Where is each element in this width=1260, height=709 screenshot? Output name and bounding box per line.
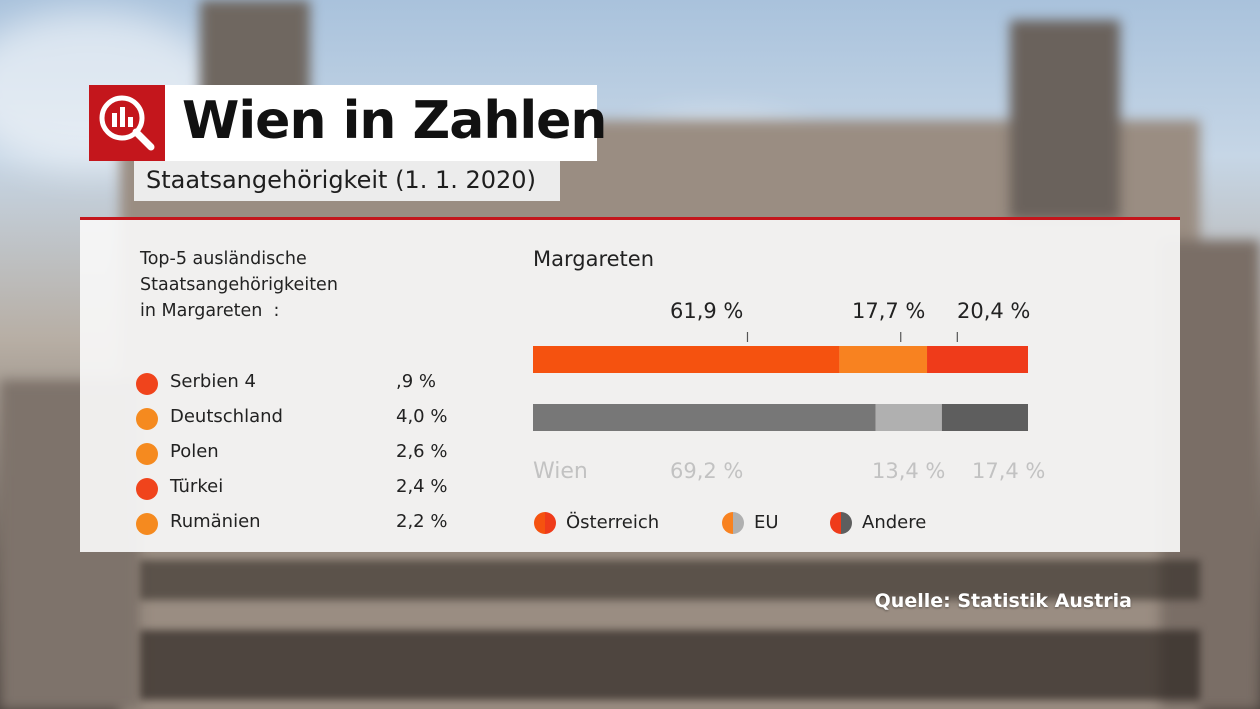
value-label: 69,2 % [670,459,743,483]
bullet-dot-icon [136,408,158,430]
chart-magnifier-icon [99,95,155,151]
legend-label: Andere [862,512,927,533]
chart-title: Margareten [533,247,654,271]
value-label: 13,4 % [872,459,945,483]
top5-heading: Top-5 ausländische Staatsangehörigkeiten… [140,249,338,321]
stacked-bar-chart: Margareten 61,9 % 17,7 % 20,4 % 69,2 % 13,4 %… [533,247,1045,484]
bar-segment-andere-margareten [927,346,1028,373]
bullet-dot-icon [136,373,158,395]
bullet-dot-icon [136,478,158,500]
top5-item-value: 2,6 % [396,441,448,462]
bullet-dot-icon [136,443,158,465]
page-subtitle: Staatsangehörigkeit (1. 1. 2020) [146,166,536,194]
legend-label: Österreich [566,512,660,533]
top5-item-value: 2,4 % [396,476,448,497]
category-label-wien: Wien [533,459,588,484]
logo-badge [89,85,165,161]
top5-item: Serbien 4 ,9 % [136,370,436,396]
top5-item-name: Polen [170,441,219,462]
top5-item-value: 2,2 % [396,511,448,532]
legend-swatch-icon [722,512,744,534]
bar-segment-österreich-wien [533,404,876,431]
top5-item: Polen 2,6 % [136,440,447,466]
bar-segment-eu-wien [875,404,942,431]
legend-swatch-icon [830,512,852,534]
top5-item-name: Rumänien [170,511,261,532]
source-credit: Quelle: Statistik Austria [874,590,1132,612]
bar-segment-österreich-margareten [533,346,840,373]
legend-swatch-icon [534,512,556,534]
top5-item-value: ,9 % [396,371,436,392]
top5-item: Deutschland 4,0 % [136,405,447,431]
bar-segment-eu-margareten [839,346,928,373]
top5-item-name: Türkei [170,476,224,497]
legend-label: EU [754,512,779,533]
info-panel: Top-5 ausländische Staatsangehörigkeiten… [80,220,1180,552]
top5-item-value: 4,0 % [396,406,448,427]
value-label: 17,4 % [972,459,1045,483]
bullet-dot-icon [136,513,158,535]
top5-item-name: Deutschland [170,406,283,427]
top5-item-name: Serbien 4 [170,371,256,392]
header-divider [80,217,1180,220]
bar-segment-andere-wien [941,404,1028,431]
top5-item: Türkei 2,4 % [136,475,447,501]
value-label: 17,7 % [852,299,925,323]
title-banner: Wien in Zahlen [165,85,607,161]
page-title: Wien in Zahlen [182,91,607,151]
value-label: 20,4 % [957,299,1030,323]
value-label: 61,9 % [670,299,743,323]
top5-item: Rumänien 2,2 % [136,510,447,536]
subtitle-banner: Staatsangehörigkeit (1. 1. 2020) [134,161,560,201]
